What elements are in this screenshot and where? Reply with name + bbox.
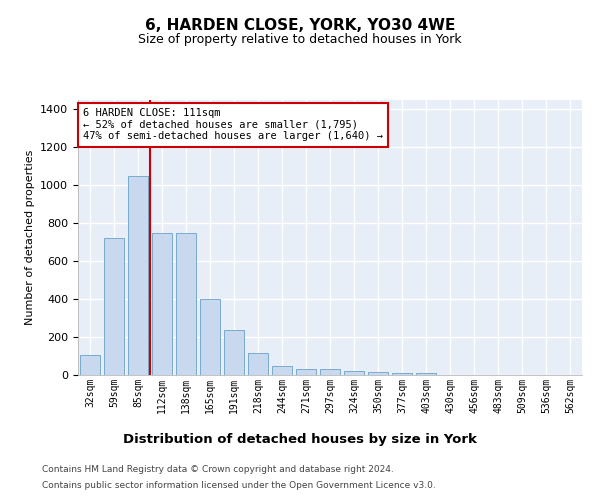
Bar — [392, 373, 412, 375]
Text: Contains public sector information licensed under the Open Government Licence v3: Contains public sector information licen… — [42, 480, 436, 490]
Bar — [80, 355, 100, 375]
Bar — [224, 330, 244, 375]
Bar — [152, 233, 172, 375]
Text: Distribution of detached houses by size in York: Distribution of detached houses by size … — [123, 432, 477, 446]
Y-axis label: Number of detached properties: Number of detached properties — [25, 150, 35, 325]
Bar — [200, 299, 220, 375]
Bar — [320, 370, 340, 375]
Bar — [128, 176, 148, 375]
Bar — [344, 371, 364, 375]
Bar — [416, 373, 436, 375]
Bar — [296, 370, 316, 375]
Text: 6, HARDEN CLOSE, YORK, YO30 4WE: 6, HARDEN CLOSE, YORK, YO30 4WE — [145, 18, 455, 32]
Bar — [176, 233, 196, 375]
Text: Size of property relative to detached houses in York: Size of property relative to detached ho… — [138, 32, 462, 46]
Bar — [272, 366, 292, 375]
Text: 6 HARDEN CLOSE: 111sqm
← 52% of detached houses are smaller (1,795)
47% of semi-: 6 HARDEN CLOSE: 111sqm ← 52% of detached… — [83, 108, 383, 142]
Bar — [248, 353, 268, 375]
Text: Contains HM Land Registry data © Crown copyright and database right 2024.: Contains HM Land Registry data © Crown c… — [42, 466, 394, 474]
Bar — [368, 372, 388, 375]
Bar — [104, 238, 124, 375]
